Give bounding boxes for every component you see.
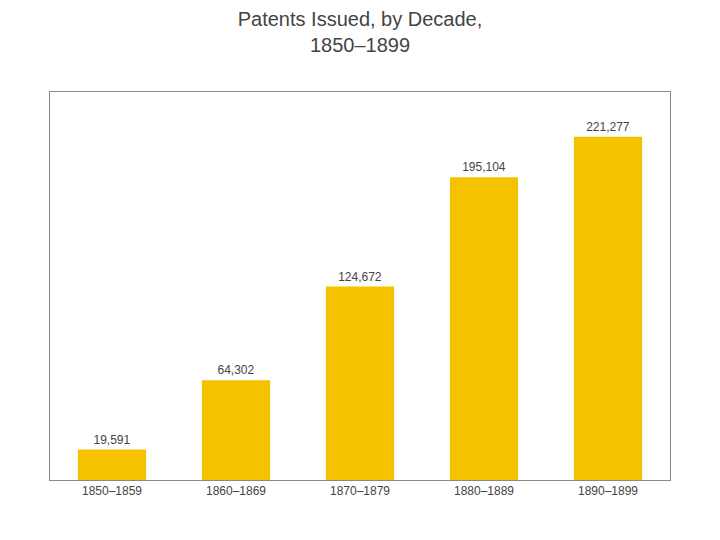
svg-text:221,277: 221,277 <box>586 120 630 134</box>
svg-text:64,302: 64,302 <box>217 363 254 377</box>
svg-text:1890–1899: 1890–1899 <box>578 484 638 498</box>
svg-text:Patents Issued, by Decade,1850: Patents Issued, by Decade,1850–1899 <box>238 8 483 56</box>
svg-text:195,104: 195,104 <box>462 160 506 174</box>
svg-text:1880–1889: 1880–1889 <box>454 484 514 498</box>
svg-text:1850–1859: 1850–1859 <box>82 484 142 498</box>
svg-text:124,672: 124,672 <box>338 270 382 284</box>
svg-text:1860–1869: 1860–1869 <box>206 484 266 498</box>
svg-text:1870–1879: 1870–1879 <box>330 484 390 498</box>
svg-text:19,591: 19,591 <box>93 433 130 447</box>
